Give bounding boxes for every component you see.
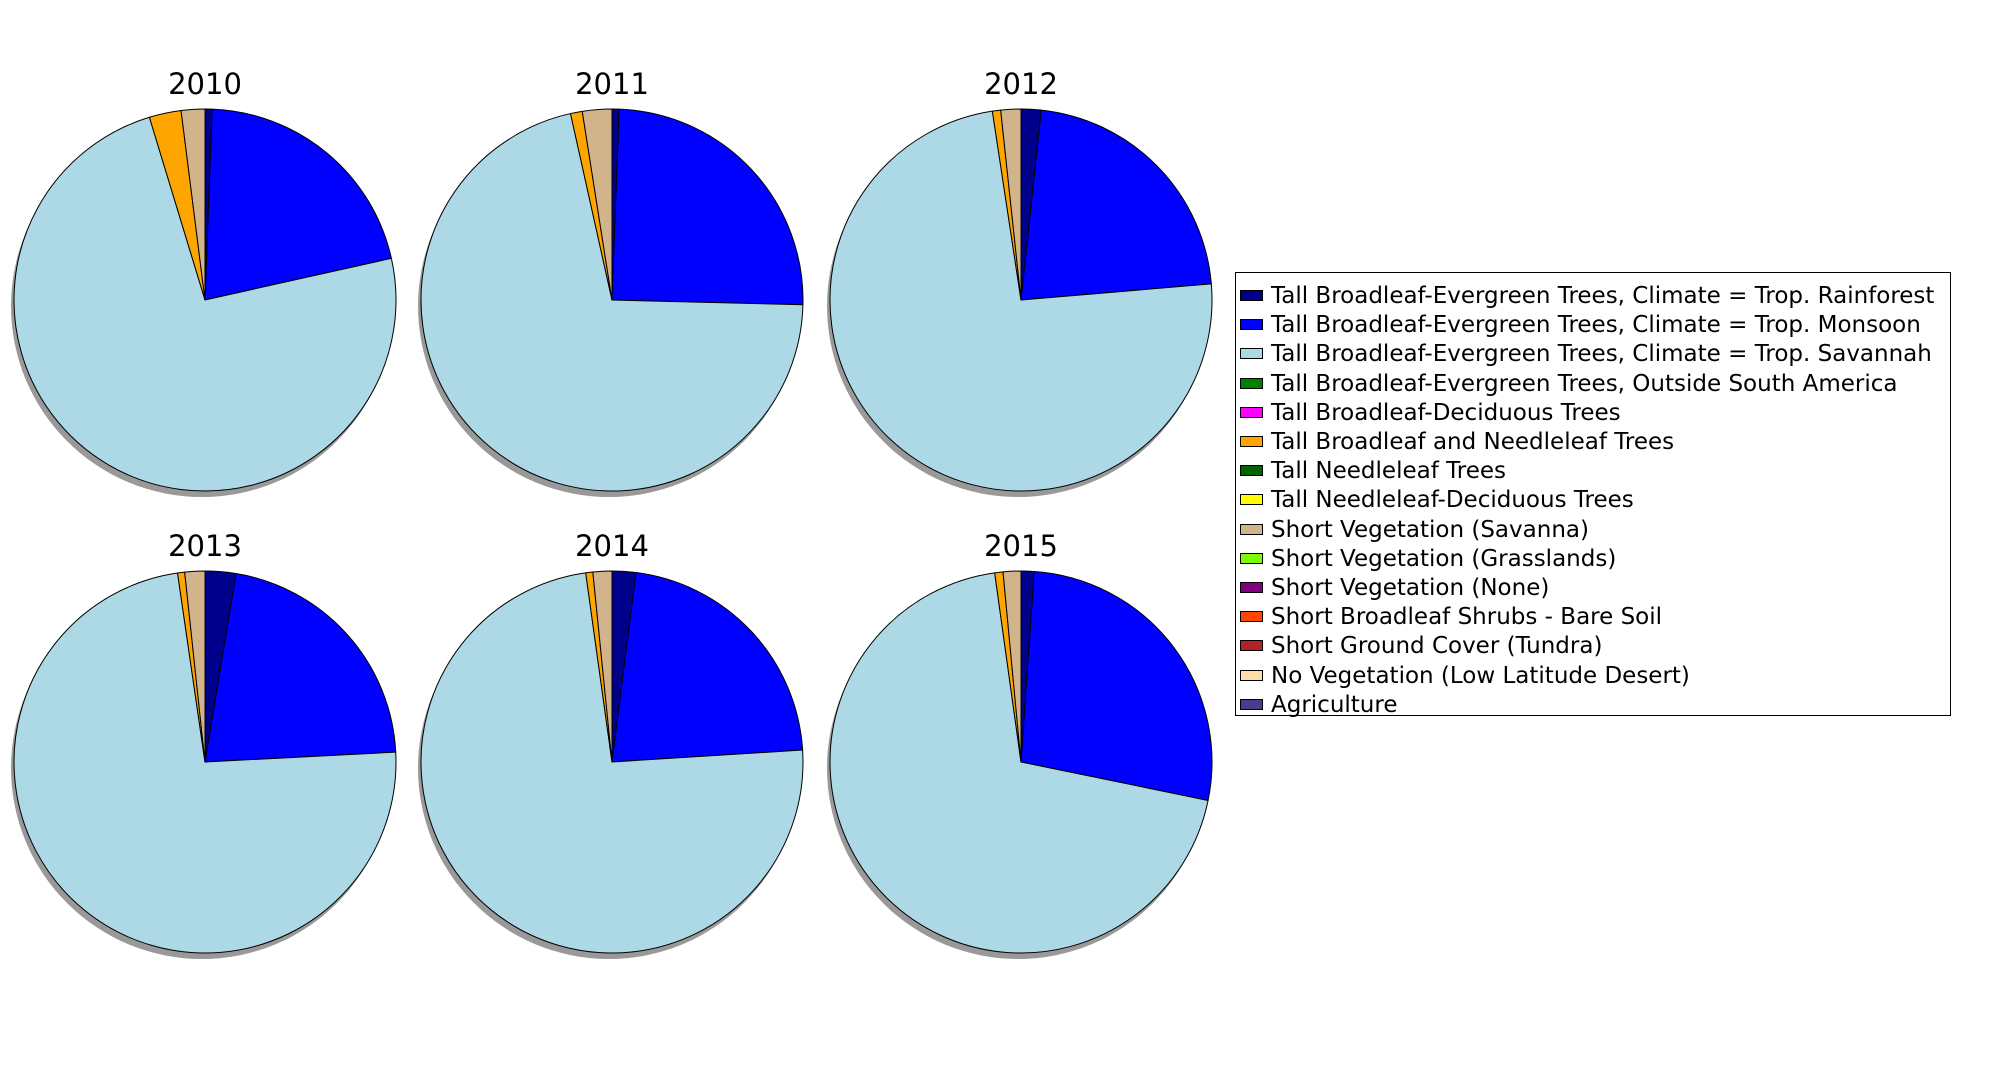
legend-label: Tall Broadleaf and Needleleaf Trees	[1271, 429, 1675, 455]
legend-label: Agriculture	[1271, 691, 1398, 718]
pie-slice	[1000, 108, 1022, 301]
legend-item: Tall Broadleaf-Evergreen Trees, Climate …	[1236, 283, 1950, 312]
legend-swatch	[1240, 669, 1263, 681]
pie-slice	[829, 572, 1209, 954]
legend-swatch	[1240, 290, 1263, 301]
legend-label: Tall Broadleaf-Deciduous Trees	[1271, 399, 1621, 426]
legend-label: Tall Broadleaf-Evergreen Trees, Climate …	[1271, 312, 1921, 339]
legend-swatch	[1240, 494, 1263, 506]
pie-slice	[829, 110, 1213, 492]
pie-2011: 2011	[418, 67, 804, 497]
pie-slice	[13, 572, 397, 954]
pie-title: 2012	[984, 67, 1058, 101]
legend-swatch	[1240, 523, 1263, 535]
legend-label: Short Vegetation (None)	[1271, 575, 1550, 601]
legend-swatch	[1240, 698, 1263, 710]
pie-title: 2014	[575, 529, 649, 563]
legend-swatch	[1240, 377, 1263, 389]
pie-slice	[420, 572, 804, 954]
legend-label: Tall Needleleaf-Deciduous Trees	[1271, 487, 1634, 514]
pie-title: 2015	[984, 529, 1058, 563]
legend-label: Short Ground Cover (Tundra)	[1271, 633, 1603, 660]
legend-item: Short Broadleaf Shrubs - Bare Soil	[1236, 604, 1950, 633]
pie-slice	[592, 570, 613, 763]
pie-slice	[1002, 570, 1022, 763]
legend-item: Short Ground Cover (Tundra)	[1236, 633, 1950, 662]
legend-swatch	[1240, 611, 1263, 623]
pie-2012: 2012	[827, 67, 1213, 497]
pie-slice	[204, 108, 392, 301]
legend-swatch	[1240, 348, 1263, 360]
legend-label: No Vegetation (Low Latitude Desert)	[1271, 662, 1690, 689]
legend-item: Tall Needleleaf-Deciduous Trees	[1236, 487, 1950, 516]
pie-slice	[184, 570, 206, 763]
pie-2014: 2014	[418, 529, 804, 959]
legend-label: Tall Needleleaf Trees	[1271, 458, 1507, 485]
pie-slice	[611, 108, 804, 306]
legend-swatch	[1240, 319, 1263, 331]
legend-swatch	[1240, 436, 1263, 447]
legend-item: Tall Broadleaf-Evergreen Trees, Outside …	[1236, 371, 1950, 400]
legend-label: Tall Broadleaf-Evergreen Trees, Climate …	[1271, 341, 1932, 368]
legend-swatch	[1240, 465, 1263, 477]
legend-item: Agriculture	[1236, 692, 1950, 721]
legend: Tall Broadleaf-Evergreen Trees, Climate …	[1235, 272, 1951, 718]
pie-slice	[581, 108, 613, 301]
legend-label: Short Vegetation (Savanna)	[1271, 516, 1589, 543]
pie-title: 2011	[575, 67, 649, 101]
legend-label: Short Vegetation (Grasslands)	[1271, 545, 1617, 572]
pie-slice	[611, 572, 804, 763]
pie-slice	[180, 108, 206, 301]
pie-title: 2013	[168, 529, 242, 563]
legend-item: Tall Broadleaf-Evergreen Trees, Climate …	[1236, 312, 1950, 341]
legend-item: Tall Broadleaf and Needleleaf Trees	[1236, 429, 1950, 458]
legend-swatch	[1240, 640, 1263, 652]
pie-slice	[204, 573, 397, 763]
legend-swatch	[1240, 582, 1263, 593]
pie-2013: 2013	[11, 529, 397, 959]
legend-item: No Vegetation (Low Latitude Desert)	[1236, 663, 1950, 692]
legend-label: Tall Broadleaf-Evergreen Trees, Climate …	[1271, 283, 1935, 309]
pie-slice	[13, 116, 397, 492]
pie-slice	[420, 113, 804, 492]
legend-item: Tall Broadleaf-Deciduous Trees	[1236, 400, 1950, 429]
legend-item: Short Vegetation (Savanna)	[1236, 517, 1950, 546]
pie-2015: 2015	[827, 529, 1213, 959]
pie-title: 2010	[168, 67, 242, 101]
legend-label: Short Broadleaf Shrubs - Bare Soil	[1271, 604, 1663, 631]
legend-item: Short Vegetation (Grasslands)	[1236, 546, 1950, 575]
legend-item: Short Vegetation (None)	[1236, 575, 1950, 604]
pie-slice	[1020, 570, 1213, 801]
legend-item: Tall Broadleaf-Evergreen Trees, Climate …	[1236, 341, 1950, 370]
legend-label: Tall Broadleaf-Evergreen Trees, Outside …	[1271, 370, 1898, 397]
pie-2010: 2010	[11, 67, 397, 497]
legend-swatch	[1240, 406, 1263, 418]
pie-slice	[1020, 109, 1212, 301]
legend-swatch	[1240, 552, 1263, 564]
legend-item: Tall Needleleaf Trees	[1236, 458, 1950, 487]
